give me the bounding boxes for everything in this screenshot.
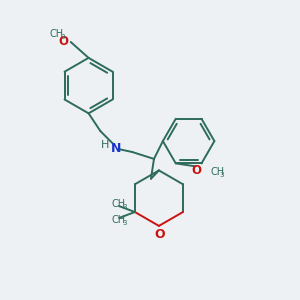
Text: 3: 3 <box>219 172 224 178</box>
Text: O: O <box>154 228 165 241</box>
Text: O: O <box>59 34 69 47</box>
Text: 3: 3 <box>61 34 65 40</box>
Text: N: N <box>111 142 122 154</box>
Text: CH: CH <box>210 167 225 177</box>
Text: 3: 3 <box>122 220 127 226</box>
Text: CH: CH <box>111 199 125 209</box>
Text: O: O <box>192 164 202 177</box>
Text: CH: CH <box>111 215 125 225</box>
Text: CH: CH <box>50 29 64 39</box>
Text: 3: 3 <box>122 204 127 210</box>
Text: H: H <box>101 140 110 150</box>
